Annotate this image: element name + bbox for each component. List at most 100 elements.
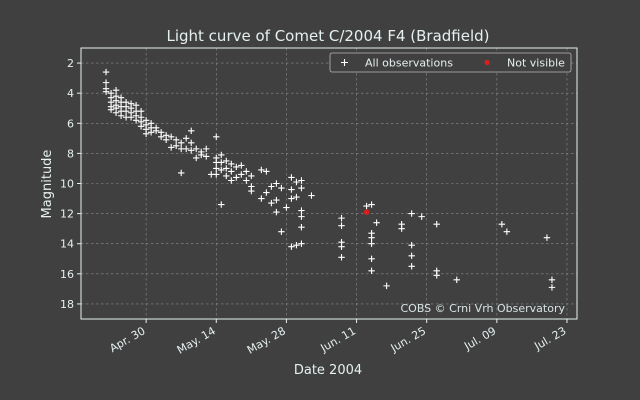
observation-point: [213, 133, 220, 141]
observation-point: [102, 79, 110, 86]
observation-point: [147, 129, 155, 136]
y-tick-label: 4: [67, 87, 74, 100]
observation-point: [132, 117, 140, 124]
observation-point: [278, 228, 285, 235]
observation-point: [408, 252, 415, 259]
observation-point: [228, 177, 235, 184]
observation-point: [433, 220, 440, 228]
not-visible-point: [363, 209, 370, 215]
observation-point: [408, 210, 415, 217]
observation-point: [228, 160, 235, 168]
observation-point: [368, 267, 375, 275]
observation-point: [298, 184, 305, 192]
observation-point: [142, 130, 150, 138]
observation-point: [288, 174, 295, 181]
observation-point: [223, 165, 230, 172]
observation-point: [122, 108, 130, 115]
legend: All observations Not visible: [329, 52, 572, 73]
observation-point: [157, 133, 165, 141]
observation-point: [368, 234, 375, 241]
observation-point: [223, 157, 230, 165]
observation-point: [273, 180, 280, 187]
observation-point: [233, 163, 240, 171]
observation-point: [498, 220, 506, 228]
legend-marker-plus: [341, 59, 348, 66]
observation-point: [368, 201, 375, 208]
y-axis-label: Magnitude: [40, 150, 55, 219]
observation-point: [373, 219, 380, 226]
observation-point: [102, 88, 110, 95]
observation-point: [188, 139, 195, 147]
observation-point: [503, 228, 511, 235]
observation-point: [228, 168, 235, 175]
legend-entry-not-visible: Not visible: [507, 57, 565, 70]
observation-point: [453, 276, 460, 284]
observation-point: [248, 187, 255, 195]
y-tick-label: 16: [60, 268, 74, 281]
legend-marker-dot: [484, 59, 490, 66]
observation-point: [218, 201, 225, 208]
observation-point: [273, 208, 280, 216]
y-tick-label: 10: [60, 178, 74, 191]
observation-point: [112, 86, 120, 94]
observation-point: [233, 174, 240, 181]
observation-point: [543, 234, 551, 241]
observation-point: [102, 68, 110, 76]
observation-point: [193, 154, 200, 162]
observation-point: [243, 177, 250, 184]
observation-point: [132, 102, 140, 109]
observation-point: [117, 112, 125, 119]
observation-point: [368, 240, 375, 247]
observation-point: [107, 106, 115, 113]
legend-box: [329, 52, 572, 73]
observation-point: [218, 166, 225, 174]
observation-point: [293, 242, 300, 249]
observation-point: [408, 242, 415, 249]
observation-point: [167, 144, 175, 151]
y-tick-label: 2: [67, 57, 74, 70]
legend-entry-all-observations: All observations: [365, 57, 453, 70]
observation-point: [183, 135, 190, 142]
observation-point: [178, 169, 185, 177]
data-points: [102, 68, 556, 291]
observation-point: [238, 162, 245, 169]
observation-point: [162, 136, 170, 144]
observation-point: [308, 192, 315, 199]
observation-point: [273, 196, 280, 204]
y-tick-label: 12: [60, 208, 74, 221]
observation-point: [338, 243, 345, 250]
observation-point: [152, 127, 160, 135]
observation-point: [243, 168, 250, 175]
observation-point: [418, 213, 425, 220]
observation-point: [213, 171, 220, 178]
plot-area-frame: [80, 47, 578, 320]
observation-point: [193, 145, 200, 153]
observation-point: [137, 123, 145, 130]
observation-point: [223, 172, 230, 180]
observation-point: [338, 222, 345, 229]
observation-point: [298, 207, 305, 214]
observation-point: [188, 147, 195, 154]
grid-lines: [81, 48, 577, 319]
observation-point: [172, 136, 180, 144]
observation-point: [213, 165, 220, 172]
observation-point: [278, 184, 285, 192]
observation-point: [283, 204, 290, 211]
observation-point: [203, 153, 210, 160]
observation-point: [178, 139, 185, 147]
observation-point: [298, 240, 305, 247]
observation-point: [383, 282, 390, 290]
observation-point: [263, 189, 270, 196]
observation-point: [268, 183, 275, 190]
observation-point: [218, 159, 225, 166]
y-tick-label: 18: [60, 298, 74, 311]
observation-point: [263, 168, 270, 175]
y-tick-label: 8: [67, 147, 74, 160]
observation-point: [293, 193, 300, 201]
observation-point: [288, 243, 295, 250]
observation-point: [203, 145, 210, 153]
observation-point: [172, 142, 180, 150]
observation-point: [298, 213, 305, 220]
observation-point: [218, 151, 225, 159]
